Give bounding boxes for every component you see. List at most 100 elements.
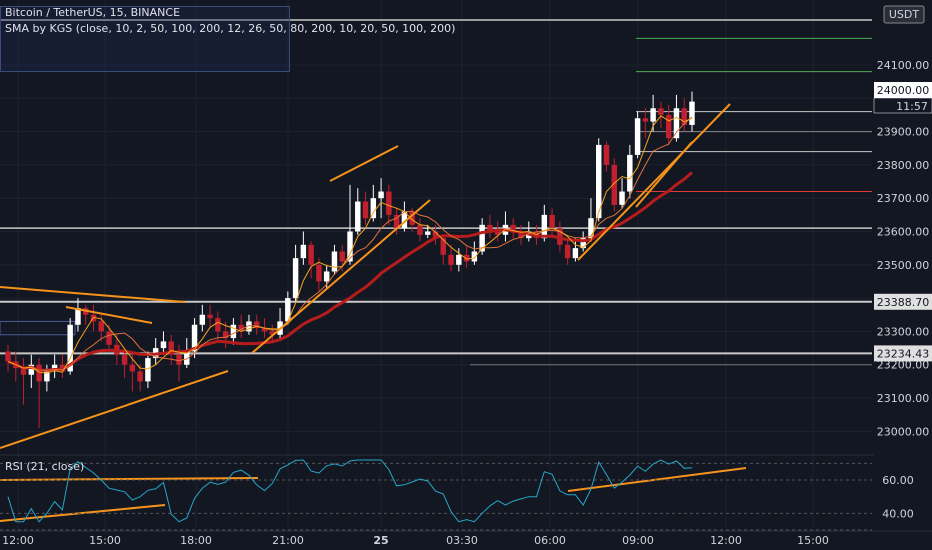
price-tick-label: 23200.00 [877, 359, 930, 372]
candle-body [36, 364, 42, 382]
price-tick-label: 23900.00 [877, 126, 930, 139]
candle-body [222, 331, 229, 339]
rsi-label[interactable]: RSI (21, close) [5, 460, 85, 473]
trendline [577, 103, 731, 261]
current-price-tag [874, 82, 932, 98]
candle-body [432, 231, 439, 239]
candle-body [611, 164, 617, 205]
time-tick-label: 12:00 [2, 534, 34, 547]
candle-body [634, 118, 641, 155]
candle-body [160, 341, 167, 349]
candle-body [494, 231, 501, 235]
trendlines [0, 103, 747, 522]
candle-body [642, 118, 649, 122]
candle-body [588, 218, 594, 239]
trendline [0, 286, 186, 303]
time-tick-label: 15:00 [89, 534, 121, 547]
candle-body [456, 254, 462, 265]
candle-body [650, 108, 656, 122]
candle-body [658, 108, 664, 115]
candle-body [176, 354, 182, 365]
candle-body [106, 331, 112, 345]
candle-body [681, 108, 687, 125]
sma-lines [7, 115, 693, 374]
candle-body [596, 144, 602, 219]
candle-body [316, 264, 322, 282]
candle-body [572, 248, 579, 259]
candle-body [510, 224, 516, 232]
time-tick-label: 21:00 [272, 534, 304, 547]
time-tick-label: 12:00 [710, 534, 742, 547]
trendline [0, 504, 166, 522]
sma-mid-line [7, 116, 693, 371]
candle-body [238, 324, 244, 332]
price-tick-label: 23800.00 [877, 159, 930, 172]
candle-body [440, 238, 446, 255]
candle-body [339, 251, 345, 262]
candle-body [393, 214, 400, 229]
candle-body [292, 258, 299, 299]
candle-body [98, 321, 104, 332]
candle-body [487, 224, 493, 232]
candle-body [184, 351, 190, 365]
candle-body [580, 238, 586, 249]
candle-body [323, 271, 330, 282]
trendline [567, 467, 747, 492]
candle-body [5, 351, 11, 362]
legend-box [0, 6, 290, 72]
candle-body [199, 314, 206, 325]
candles [5, 91, 695, 429]
indicator-title[interactable]: SMA by KGS (close, 10, 2, 50, 100, 200, … [5, 22, 456, 35]
trendline [0, 370, 229, 449]
candle-body [145, 358, 151, 382]
candle-body [331, 251, 338, 272]
level-tag [874, 345, 932, 362]
candle-body [409, 211, 415, 225]
zone-box [0, 320, 76, 336]
price-tick-label: 23700.00 [877, 192, 930, 205]
price-tick-label: 24100.00 [877, 59, 930, 72]
price-tick-label: 23500.00 [877, 259, 930, 272]
candle-body [246, 321, 252, 332]
candle-body [347, 231, 353, 262]
candle-body [254, 321, 260, 329]
candle-body [44, 371, 50, 382]
time-tick-label: 09:00 [622, 534, 654, 547]
trendline [65, 306, 153, 324]
countdown-tag [873, 97, 932, 114]
time-axis: 12:00 15:00 18:00 21:00 25 03:30 06:00 09:00 12:… [0, 530, 932, 547]
legend: Bitcoin / TetherUS, 15, BINANCE SMA by K… [5, 5, 455, 37]
level-tag-text: 23234.43 [877, 347, 930, 360]
candle-body [28, 364, 35, 375]
candle-body [269, 331, 275, 335]
current-price-text: 24000.00 [877, 84, 930, 97]
currency-label: USDT [889, 8, 920, 21]
candle-body [541, 214, 548, 239]
candle-body [401, 211, 408, 229]
candle-body [463, 254, 470, 262]
rsi-tick-label: 40.00 [882, 507, 914, 520]
trendline [329, 145, 399, 182]
candle-body [215, 318, 221, 332]
rsi-tick-label: 60.00 [882, 474, 914, 487]
time-tick-label: 03:30 [446, 534, 478, 547]
candle-body [261, 328, 268, 332]
candle-body [121, 354, 128, 365]
sma-fast-line [7, 115, 693, 374]
price-tick-label: 23600.00 [877, 226, 930, 239]
rsi-pane [0, 454, 932, 531]
sma-slow-line [7, 171, 693, 372]
price-tick-label: 23000.00 [877, 425, 930, 438]
candle-body [603, 144, 610, 165]
symbol-title[interactable]: Bitcoin / TetherUS, 15, BINANCE [5, 6, 181, 19]
trendline [635, 141, 693, 208]
candle-body [370, 198, 377, 219]
candle-body [448, 254, 454, 265]
currency-badge [883, 5, 925, 24]
candle-body [230, 324, 237, 339]
candle-body [378, 191, 384, 199]
candle-body [129, 364, 136, 372]
grid [0, 0, 872, 530]
